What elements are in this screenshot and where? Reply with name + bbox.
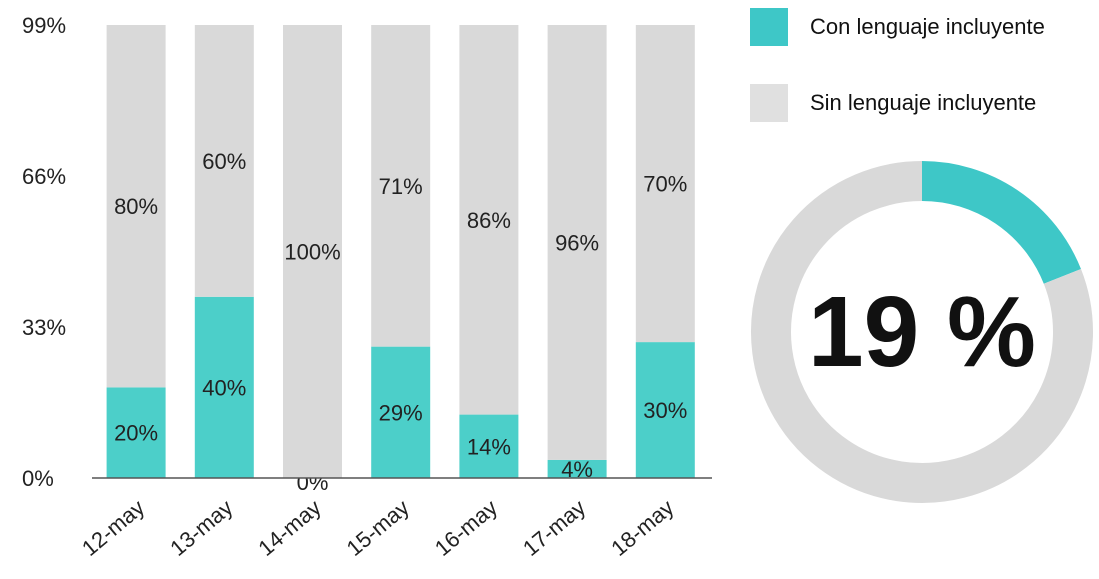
donut-chart [751,161,1093,503]
bar-segment-con [371,346,431,478]
bar-segment-sin [283,25,342,478]
donut-slice-sin [751,161,1093,503]
bar-segment-con [547,459,607,478]
donut-center-label: 19 % [808,275,1036,388]
data-label-sin: 96% [555,230,599,255]
legend-label-sin: Sin lenguaje incluyente [810,90,1037,115]
bar-segment-con [635,342,695,478]
bar-segment-sin [459,25,519,415]
data-label-con: 29% [379,400,423,425]
bar-segment-sin [547,25,607,460]
y-tick-label: 0% [22,466,54,491]
data-label-sin: 71% [379,174,423,199]
bar-segment-sin [194,25,254,297]
y-tick-label: 33% [22,315,66,340]
y-tick-label: 99% [22,13,66,38]
bar-segment-con [459,414,519,478]
data-label-sin: 80% [114,194,158,219]
legend-swatch-sin [750,84,788,122]
data-label-con: 20% [114,421,158,446]
legend-swatch-con [750,8,788,46]
bar-segment-sin [371,25,431,347]
x-tick-label: 15-may [342,495,414,561]
x-tick-label: 12-may [77,495,149,561]
donut-slice-con [921,161,1081,285]
x-tick-label: 17-may [518,495,590,561]
legend-label-con: Con lenguaje incluyente [810,14,1045,39]
data-label-sin: 60% [202,149,246,174]
x-tick-label: 16-may [430,495,502,561]
stacked-bar-chart: 0%33%66%99%20%80%12-may40%60%13-may0%100… [22,13,712,561]
x-tick-label: 14-may [253,495,325,561]
y-tick-label: 66% [22,164,66,189]
data-label-sin: 70% [643,172,687,197]
bar-segment-con [106,387,166,478]
data-label-con: 14% [467,434,511,459]
data-label-con: 30% [643,398,687,423]
bar-segment-con [194,296,254,478]
x-tick-label: 18-may [606,495,678,561]
data-label-sin: 100% [284,240,340,265]
bar-segment-sin [635,25,695,343]
data-label-sin: 86% [467,208,511,233]
x-tick-label: 13-may [165,495,237,561]
data-label-con: 40% [202,375,246,400]
bar-segment-sin [106,25,166,388]
